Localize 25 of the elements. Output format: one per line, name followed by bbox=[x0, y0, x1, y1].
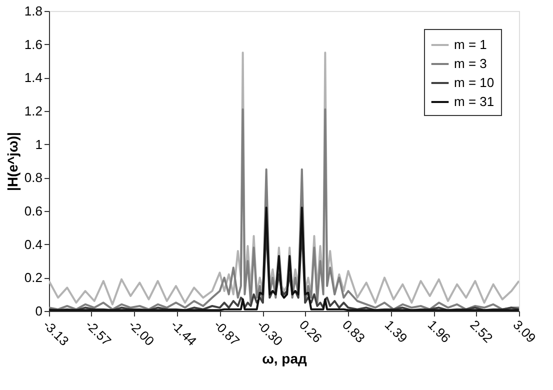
x-axis-title: ω, рад bbox=[262, 350, 308, 367]
y-tick-label: 0.2 bbox=[24, 270, 42, 286]
y-tick-label: 0.4 bbox=[24, 236, 42, 252]
x-tick-label: 0.83 bbox=[340, 317, 368, 346]
y-tick-label: 1 bbox=[35, 136, 42, 152]
legend-label: m = 31 bbox=[454, 94, 494, 109]
y-axis-title: |H(e^jω)| bbox=[4, 132, 22, 191]
y-tick-label: 1.2 bbox=[24, 104, 42, 118]
y-tick-label: 1.4 bbox=[24, 70, 42, 86]
x-tick-label: -2.57 bbox=[82, 317, 114, 349]
y-tick-label: 1.8 bbox=[24, 4, 42, 18]
x-tick-label: 3.09 bbox=[510, 317, 539, 346]
y-tick-label: 0 bbox=[35, 304, 42, 318]
x-tick-label: -2.00 bbox=[126, 317, 158, 349]
legend-label: m = 3 bbox=[454, 56, 487, 71]
legend-label: m = 1 bbox=[454, 37, 487, 52]
x-tick-label: 0.26 bbox=[296, 317, 325, 346]
y-tick-label: 0.6 bbox=[24, 204, 42, 218]
x-tick-label: -0.87 bbox=[211, 317, 243, 349]
legend-label: m = 10 bbox=[454, 75, 494, 90]
x-tick-label: -0.30 bbox=[254, 317, 286, 349]
x-tick-label: 1.39 bbox=[382, 317, 410, 346]
y-tick-label: 0.8 bbox=[24, 170, 42, 186]
y-tick-label: 1.6 bbox=[24, 36, 42, 52]
x-tick-label: 1.96 bbox=[424, 317, 454, 346]
